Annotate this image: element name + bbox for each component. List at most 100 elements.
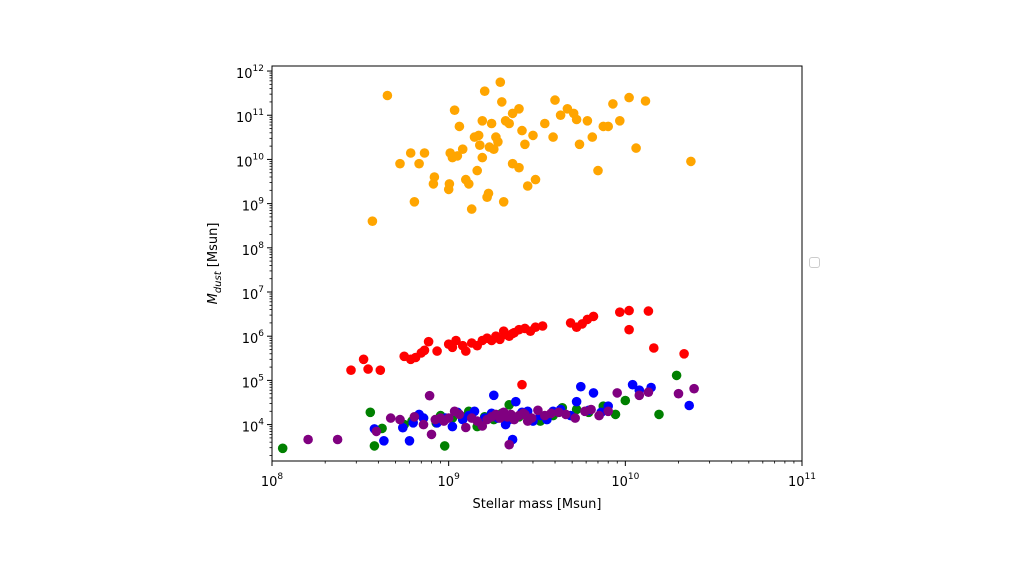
data-point-s1-30 bbox=[537, 321, 548, 331]
data-point-s2-9 bbox=[439, 441, 450, 451]
data-point-s1-10 bbox=[432, 346, 442, 356]
data-point-s4-8 bbox=[426, 429, 437, 440]
data-point-s3-3 bbox=[404, 436, 415, 446]
data-point-s0-40 bbox=[514, 162, 524, 173]
data-point-s4-15 bbox=[461, 422, 471, 433]
data-point-s0-0 bbox=[382, 90, 393, 101]
data-point-s3-32 bbox=[576, 381, 586, 392]
data-point-s2-29 bbox=[671, 370, 682, 381]
data-point-s2-2 bbox=[369, 441, 380, 451]
data-point-s2-26 bbox=[610, 409, 621, 420]
data-point-s0-26 bbox=[479, 86, 490, 96]
data-point-s4-47 bbox=[520, 409, 530, 420]
data-point-s0-62 bbox=[640, 96, 651, 106]
data-point-s4-37 bbox=[570, 413, 580, 423]
data-point-s0-60 bbox=[624, 92, 634, 103]
data-point-s0-3 bbox=[405, 148, 416, 158]
y-tick-label: 105 bbox=[242, 373, 264, 391]
legend-box bbox=[809, 257, 820, 268]
data-point-s2-27 bbox=[620, 395, 631, 406]
data-point-s4-44 bbox=[643, 387, 654, 398]
data-point-s0-44 bbox=[528, 130, 538, 141]
data-point-s1-9 bbox=[423, 336, 434, 347]
data-point-s4-4 bbox=[395, 414, 405, 425]
data-point-s1-43 bbox=[498, 326, 509, 337]
data-point-s0-6 bbox=[419, 148, 430, 158]
data-point-s0-63 bbox=[686, 156, 696, 167]
data-point-s0-1 bbox=[367, 216, 378, 226]
data-point-s1-2 bbox=[363, 364, 373, 374]
data-point-s0-29 bbox=[486, 118, 497, 129]
data-point-s1-44 bbox=[507, 328, 518, 339]
data-point-s3-2 bbox=[398, 422, 408, 433]
data-point-s0-13 bbox=[449, 105, 460, 115]
y-axis-label: Mdust [Msun] bbox=[206, 223, 224, 305]
data-point-s4-41 bbox=[603, 406, 613, 417]
data-point-s3-40 bbox=[684, 400, 694, 411]
data-point-s0-23 bbox=[475, 140, 485, 150]
data-point-s0-10 bbox=[444, 179, 455, 189]
data-point-s0-25 bbox=[477, 152, 488, 163]
y-axis-label-subscript: dust bbox=[213, 270, 224, 293]
data-point-s0-43 bbox=[522, 181, 533, 191]
data-point-s1-8 bbox=[419, 345, 430, 356]
data-point-s1-42 bbox=[679, 349, 689, 359]
data-point-s4-7 bbox=[424, 390, 435, 401]
data-point-s1-40 bbox=[624, 324, 634, 335]
data-point-s0-32 bbox=[493, 137, 503, 147]
data-point-s0-19 bbox=[466, 204, 477, 214]
data-point-s1-3 bbox=[375, 365, 386, 376]
data-point-s4-1 bbox=[332, 434, 343, 445]
data-point-s0-14 bbox=[452, 151, 463, 161]
data-point-s0-46 bbox=[540, 118, 550, 129]
y-tick-label: 106 bbox=[242, 329, 265, 347]
plot-area-frame bbox=[271, 65, 803, 462]
data-point-s1-0 bbox=[346, 365, 356, 376]
data-point-s0-18 bbox=[464, 179, 474, 189]
x-axis-label: Stellar mass [Msun] bbox=[473, 497, 602, 512]
data-point-s4-2 bbox=[371, 426, 382, 437]
y-tick-label: 1010 bbox=[236, 152, 264, 170]
data-point-s1-38 bbox=[624, 305, 634, 316]
data-point-s4-45 bbox=[673, 388, 684, 399]
data-point-s0-42 bbox=[520, 139, 530, 150]
data-point-s0-47 bbox=[548, 132, 558, 142]
y-axis-label-symbol: M bbox=[206, 293, 221, 304]
data-point-s0-49 bbox=[555, 110, 566, 120]
data-point-s1-29 bbox=[530, 322, 541, 333]
data-point-s0-61 bbox=[631, 143, 641, 153]
data-point-s1-37 bbox=[615, 307, 625, 318]
data-point-s1-39 bbox=[643, 306, 654, 316]
data-point-s4-3 bbox=[385, 413, 396, 423]
data-point-s3-1 bbox=[379, 436, 389, 446]
data-point-s3-31 bbox=[571, 396, 582, 407]
data-point-s4-6 bbox=[418, 419, 429, 430]
data-point-s2-0 bbox=[277, 443, 288, 454]
data-point-s2-28 bbox=[654, 409, 664, 420]
data-point-s3-9 bbox=[447, 421, 458, 432]
data-point-s0-30 bbox=[489, 144, 499, 154]
x-tick-label: 109 bbox=[438, 472, 461, 490]
data-point-s1-36 bbox=[588, 311, 599, 322]
data-point-s4-34 bbox=[546, 408, 556, 419]
data-point-s3-17 bbox=[489, 390, 499, 401]
data-point-s4-36 bbox=[561, 409, 571, 420]
x-tick-label: 1010 bbox=[611, 472, 639, 490]
y-tick-label: 1012 bbox=[236, 64, 264, 82]
data-point-s4-27 bbox=[504, 439, 514, 450]
data-point-s0-21 bbox=[472, 165, 483, 176]
data-point-s0-8 bbox=[428, 179, 439, 189]
y-tick-label: 107 bbox=[242, 285, 264, 303]
data-point-s4-42 bbox=[612, 388, 622, 398]
data-point-s0-35 bbox=[498, 197, 509, 207]
data-point-s0-65 bbox=[568, 108, 579, 119]
y-tick-label: 1011 bbox=[236, 108, 264, 126]
data-point-s0-55 bbox=[593, 165, 603, 176]
data-point-s4-43 bbox=[634, 390, 645, 401]
data-point-s4-5 bbox=[409, 412, 420, 422]
data-point-s3-37 bbox=[627, 379, 638, 390]
data-point-s3-41 bbox=[500, 419, 511, 430]
data-point-s0-66 bbox=[507, 108, 518, 119]
